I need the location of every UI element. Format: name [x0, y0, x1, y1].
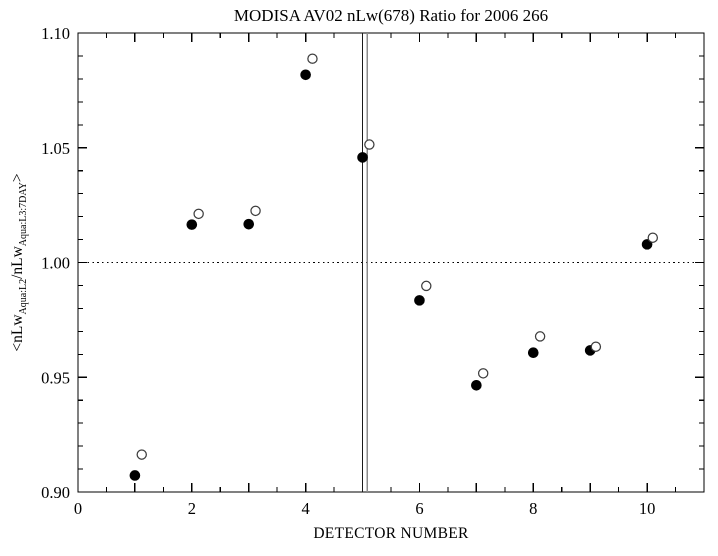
data-point-filled [471, 379, 482, 391]
data-point-filled [186, 219, 198, 230]
x-tick-label: 0 [74, 499, 82, 518]
x-tick-label: 4 [302, 499, 310, 518]
data-point-open [534, 331, 546, 342]
data-point-filled [414, 295, 425, 306]
data-point-open [307, 53, 318, 64]
data-point-filled [300, 69, 311, 81]
data-point-open [647, 232, 659, 243]
x-tick-label: 8 [529, 499, 537, 518]
data-point-filled [129, 470, 141, 481]
data-point-open [421, 280, 432, 292]
data-point-filled [527, 347, 539, 358]
data-point-open [477, 368, 489, 379]
chart-title: MODISA AV02 nLw(678) Ratio for 2006 266 [234, 6, 548, 25]
data-point-filled [641, 239, 653, 250]
svg-text:<nLwAqua:L2/nLwAqua:L3:7DAY>: <nLwAqua:L2/nLwAqua:L3:7DAY> [9, 173, 29, 351]
y-tick-label: 0.95 [41, 368, 70, 387]
y-tick-label: 0.90 [41, 483, 70, 502]
data-point-open [193, 208, 204, 220]
y-tick-label: 1.10 [41, 24, 70, 43]
data-point-open [250, 205, 261, 217]
data-point-open [590, 341, 602, 352]
y-tick-label: 1.00 [41, 254, 70, 273]
y-tick-label: 1.05 [41, 139, 70, 158]
x-axis-title: DETECTOR NUMBER [313, 525, 469, 542]
data-point-open [364, 139, 375, 150]
data-point-open [136, 449, 147, 460]
x-tick-label: 2 [188, 499, 196, 518]
x-tick-label: 10 [639, 499, 656, 518]
data-point-filled [357, 152, 368, 163]
x-tick-label: 6 [415, 499, 423, 518]
data-point-filled [243, 218, 255, 230]
chart-title-layer [0, 0, 718, 28]
y-axis-title: <nLwAqua:L2/nLwAqua:L3:7DAY> [9, 173, 29, 351]
